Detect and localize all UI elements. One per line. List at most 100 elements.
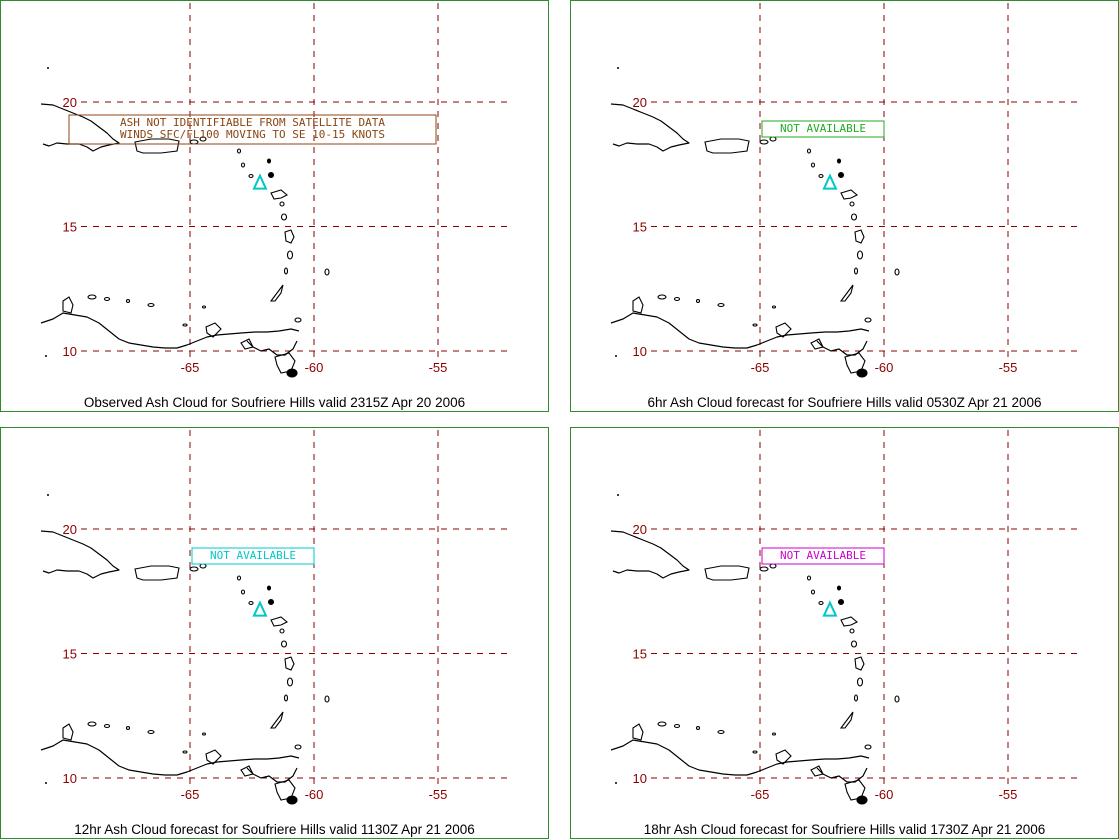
advisory-message-box: NOT AVAILABLE	[761, 547, 885, 565]
island	[837, 171, 845, 179]
island	[248, 600, 254, 606]
island	[189, 566, 199, 572]
island	[283, 694, 289, 702]
lon-label: -55	[429, 787, 448, 802]
island	[853, 267, 859, 275]
island	[284, 656, 295, 671]
island	[704, 565, 750, 581]
coastlines	[610, 494, 900, 805]
island	[864, 744, 872, 750]
message-frame	[191, 547, 315, 565]
lat-label: 15	[63, 220, 77, 235]
message-frame	[68, 114, 437, 145]
island	[752, 750, 758, 754]
island	[284, 229, 295, 244]
island	[279, 628, 285, 634]
panel-6hr-forecast: 20 15 10 -65 -60 -55 NOT AVAILABLE 6hr Ash Clo…	[570, 0, 1119, 412]
island	[280, 213, 288, 221]
lon-label: -65	[751, 360, 770, 375]
island	[294, 317, 302, 323]
island	[62, 296, 74, 314]
map-6hr: 20 15 10 -65 -60 -55 NOT AVAILABLE	[610, 3, 1083, 378]
lat-label: 20	[63, 95, 77, 110]
island	[695, 725, 701, 731]
caption-6hr: 6hr Ash Cloud forecast for Soufriere Hil…	[647, 395, 1042, 410]
island	[236, 148, 242, 154]
island	[673, 296, 681, 302]
island	[266, 585, 272, 591]
island	[853, 694, 859, 702]
island	[864, 317, 872, 323]
island	[103, 296, 111, 302]
island	[201, 305, 207, 309]
island	[248, 173, 254, 179]
island	[752, 323, 758, 327]
lat-label: 15	[633, 220, 647, 235]
island	[836, 158, 842, 164]
island	[775, 749, 792, 765]
island	[759, 566, 769, 572]
island	[240, 338, 254, 350]
island	[286, 677, 294, 687]
lon-label: -60	[305, 787, 324, 802]
island	[240, 589, 246, 595]
map-dot	[45, 782, 47, 784]
coastline	[40, 312, 300, 349]
island	[286, 795, 298, 805]
message-frame	[761, 547, 885, 565]
lat-label: 15	[633, 647, 647, 662]
island	[87, 721, 97, 727]
coastline	[246, 340, 298, 356]
island	[266, 158, 272, 164]
lon-label: -60	[305, 360, 324, 375]
coastline	[610, 739, 870, 776]
coastline	[246, 767, 298, 783]
map-dot	[45, 355, 47, 357]
island	[147, 302, 155, 308]
advisory-message-text: WINDS SFC/FL100 MOVING TO SE 10-15 KNOTS	[120, 128, 385, 141]
island	[856, 368, 868, 378]
coastline	[610, 312, 870, 349]
graticule: 20 15 10 -65 -60 -55	[633, 430, 1083, 802]
caption-observed: Observed Ash Cloud for Soufriere Hills v…	[83, 395, 466, 410]
island	[717, 302, 725, 308]
island	[657, 721, 667, 727]
island	[279, 201, 285, 207]
island	[849, 201, 855, 207]
graticule: 20 15 10 -65 -60 -55	[633, 3, 1083, 375]
island	[134, 138, 180, 154]
island	[810, 338, 824, 350]
lon-label: -55	[999, 787, 1018, 802]
coastlines	[40, 67, 330, 378]
lat-label: 10	[633, 771, 647, 786]
coastlines	[40, 494, 330, 805]
island	[199, 136, 207, 142]
island	[839, 711, 854, 729]
lat-label: 10	[633, 344, 647, 359]
map-12hr: 20 15 10 -65 -60 -55 NOT AVAILABLE	[40, 430, 513, 805]
island	[62, 723, 74, 741]
island	[806, 575, 812, 581]
lon-label: -60	[875, 787, 894, 802]
lon-label: -55	[429, 360, 448, 375]
map-dot	[617, 494, 619, 496]
island	[182, 750, 188, 754]
coastlines	[610, 67, 900, 378]
island	[657, 294, 667, 300]
caption-18hr: 18hr Ash Cloud forecast for Soufriere Hi…	[643, 822, 1046, 837]
panel-18hr-forecast: 20 15 10 -65 -60 -55 NOT AVAILABLE 18hr Ash Cl…	[570, 427, 1119, 839]
island	[775, 322, 792, 338]
graticule: 20 15 10 -65 -60 -55	[63, 3, 513, 375]
lat-label: 10	[63, 344, 77, 359]
island	[286, 368, 298, 378]
island	[856, 677, 864, 687]
island	[236, 575, 242, 581]
graticule: 20 15 10 -65 -60 -55	[63, 430, 513, 802]
island	[267, 598, 275, 606]
panel-observed: 20 15 10 -65 -60 -55 ASH NOT IDENTIFIABLE FROM…	[0, 0, 549, 412]
island	[269, 284, 284, 302]
island	[134, 565, 180, 581]
island	[270, 189, 288, 200]
island	[818, 173, 824, 179]
triangle-volcano-icon	[822, 173, 838, 190]
